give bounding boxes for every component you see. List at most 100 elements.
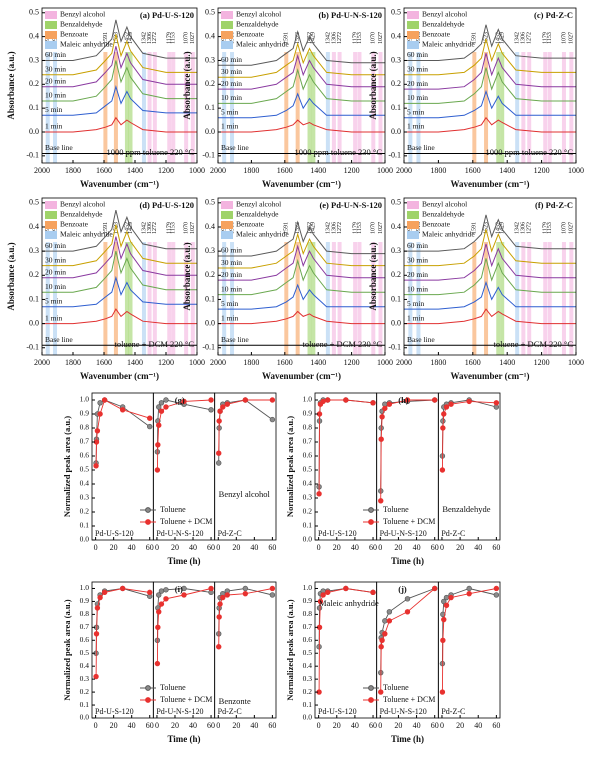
peak-label: 1272 (337, 32, 343, 44)
peak-band (307, 52, 312, 163)
peak-label: 1342 (141, 32, 147, 44)
peak-band (113, 242, 118, 355)
peak-band (371, 242, 376, 355)
peak-band (569, 242, 574, 355)
time-label: Base line (407, 335, 435, 344)
y-tick-label: 0.5 (29, 8, 39, 17)
kinetic-point (156, 609, 162, 615)
spectrum-line (42, 116, 197, 133)
y-tick-label: 0.6 (80, 635, 90, 644)
y-tick-label: 0.4 (80, 479, 90, 488)
legend-label: Benzaldehyde (236, 20, 279, 29)
y-tick-label: 0.2 (303, 687, 313, 696)
x-tick-label: 40 (128, 721, 136, 730)
annotation: Benzaldehyde (442, 504, 490, 514)
time-label: 20 min (407, 270, 428, 279)
x-tick-label: 40 (189, 543, 197, 552)
x-tick-label: 40 (413, 543, 421, 552)
x-axis-label: Wavenumber (cm⁻¹) (262, 179, 341, 189)
kinetic-point (119, 407, 126, 413)
peak-label: 1342 (515, 222, 521, 234)
time-label: 60 min (45, 50, 66, 59)
time-label: 60 min (221, 246, 242, 255)
time-label: 10 min (407, 284, 428, 293)
peak-band (284, 242, 289, 355)
panel-title: (d) Pd-U-S-120 (139, 200, 194, 210)
peak-label: 1027 (190, 32, 196, 44)
legend-swatch (45, 21, 57, 29)
peak-label: 1523 (483, 32, 489, 44)
y-tick-label: 0.1 (205, 294, 215, 303)
kinetic-point (448, 594, 454, 601)
peak-band (521, 242, 526, 355)
spectrum-line (404, 258, 576, 296)
subplot-frame (91, 581, 154, 719)
panel-title: (j) (398, 584, 407, 594)
y-tick-label: 0.5 (80, 648, 90, 657)
peak-band (190, 52, 195, 163)
x-tick-label: 0 (317, 721, 321, 730)
y-tick-label: 0.0 (80, 535, 90, 544)
kinetic-line (380, 588, 435, 693)
y-tick-label: 0.4 (205, 31, 215, 40)
x-axis-label: Time (h) (391, 734, 424, 744)
kinetic-point (493, 400, 500, 406)
peak-label: 1272 (337, 222, 343, 234)
kinetic-point (432, 397, 438, 403)
time-label: 5 min (407, 299, 425, 308)
x-tick-label: 0 (155, 721, 159, 730)
subplot-label: Pd-U-S-120 (95, 529, 134, 538)
legend-swatch (407, 11, 419, 19)
y-tick-label: 0.4 (391, 222, 401, 231)
x-tick-label: 1600 (465, 358, 481, 367)
legend-swatch (221, 41, 233, 49)
kinetic-point (147, 423, 153, 430)
time-label: 1 min (221, 313, 239, 322)
y-axis-label: Absorbance (a.u.) (6, 242, 16, 310)
kinetic-point (440, 611, 446, 618)
peak-band (325, 52, 330, 163)
panel-title: (b) Pd-U-N-S-120 (318, 10, 382, 20)
x-tick-label: 60 (146, 543, 154, 552)
peak-label: 1429 (500, 32, 506, 44)
x-tick-label: 20 (110, 543, 118, 552)
peak-label: 1429 (128, 32, 134, 44)
spectrum-line (218, 258, 385, 296)
legend-swatch (45, 201, 57, 209)
spectrum-line (218, 68, 385, 104)
kinetic-point (163, 587, 169, 593)
kinetic-point (156, 404, 162, 410)
annotation: Maleic anhydride (319, 598, 379, 608)
kinetic-point (158, 400, 165, 406)
legend-swatch (45, 11, 57, 19)
legend-label: Benzaldehyde (60, 20, 103, 29)
y-tick-label: 0.2 (205, 270, 215, 279)
kinetic-point (147, 589, 153, 596)
time-label: 20 min (45, 76, 66, 85)
kinetic-point (386, 609, 393, 615)
peak-label: 1179 (543, 222, 549, 234)
y-tick-label: 0.3 (80, 493, 90, 502)
kinetic-point (316, 491, 322, 497)
subplot-label: Pd-U-N-S-120 (156, 707, 203, 716)
y-axis-label: Absorbance (a.u.) (368, 51, 378, 119)
kinetic-point (404, 609, 411, 615)
legend-swatch (407, 231, 419, 239)
y-tick-label: 1.0 (80, 583, 90, 592)
x-tick-label: 2000 (396, 358, 412, 367)
peak-label: 1523 (295, 32, 301, 44)
peak-band (500, 242, 505, 355)
peak-band (45, 242, 50, 355)
y-tick-label: 0.2 (205, 79, 215, 88)
peak-band (184, 52, 189, 163)
peak-label: 1591 (284, 32, 290, 44)
legend-label: Benzyl alcohol (60, 10, 105, 19)
x-axis-label: Wavenumber (cm⁻¹) (450, 179, 529, 189)
y-tick-label: 0.0 (303, 713, 313, 722)
peak-band (521, 52, 526, 163)
kinetic-line (218, 399, 273, 454)
time-label: 10 min (45, 282, 66, 291)
spectrum-line (42, 19, 197, 61)
kinetic-point (208, 585, 214, 592)
kinetic-point (370, 589, 376, 596)
